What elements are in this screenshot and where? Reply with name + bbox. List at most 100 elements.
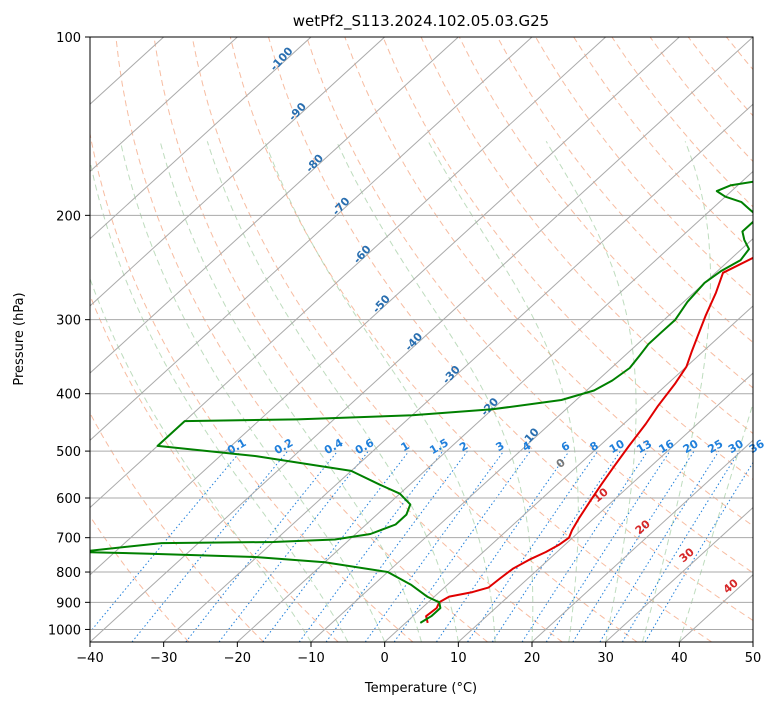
dry-adiabat — [191, 37, 638, 642]
grid — [90, 37, 753, 642]
mixing-ratio-label: 20 — [681, 437, 701, 456]
mixing-ratio-line — [545, 450, 671, 642]
y-tick-label: 200 — [56, 209, 81, 224]
profiles — [90, 180, 753, 624]
mixing-ratio-label: 6 — [559, 439, 572, 454]
moist-adiabat-label: 0 — [554, 456, 568, 471]
y-tick-label: 600 — [56, 492, 81, 507]
mixing-ratio-label: 0.2 — [272, 436, 295, 457]
y-tick-label: 1000 — [48, 623, 81, 638]
x-tick-label: 50 — [745, 651, 762, 666]
y-tick-label: 100 — [56, 31, 81, 46]
isotherm — [90, 37, 459, 374]
isotherm — [531, 439, 753, 642]
mixing-ratio-label: 2 — [457, 439, 470, 454]
mixing-ratio-line — [435, 450, 570, 642]
dry-adiabat — [90, 515, 190, 642]
y-tick-label: 300 — [56, 314, 81, 329]
mixing-ratio-line — [467, 450, 599, 642]
x-tick-label: 20 — [524, 651, 541, 666]
isotherm-label: -40 — [402, 330, 425, 354]
moist-adiabat — [642, 141, 711, 642]
dry-adiabat — [306, 37, 753, 574]
dry-adiabat — [382, 37, 753, 481]
dry-adiabat — [268, 37, 753, 622]
y-axis: 100 200 300 400 500 600 700 800 900 1000 — [48, 31, 90, 638]
dewpoint-profile — [90, 180, 753, 624]
dry-adiabat — [535, 37, 753, 298]
x-axis: −40 −30 −20 −10 0 10 20 30 40 50 — [76, 642, 761, 666]
x-tick-label: 40 — [671, 651, 688, 666]
temperature-profile — [425, 256, 753, 624]
isotherm — [605, 506, 753, 642]
isotherm-label: -80 — [303, 151, 326, 175]
isotherm — [90, 37, 753, 642]
x-tick-label: −30 — [150, 651, 177, 666]
moist-adiabat — [264, 141, 496, 642]
mixing-ratio-line — [185, 450, 338, 642]
y-tick-label: 400 — [56, 388, 81, 403]
mixing-ratio-label: 30 — [726, 437, 746, 456]
mixing-ratio-line — [90, 450, 242, 633]
mixing-ratio-labels: 0.1 0.2 0.4 0.6 1 1.5 2 3 4 6 8 10 13 16 20 25 30 36 — [225, 436, 767, 457]
mixing-ratio-label: 0.4 — [322, 436, 346, 457]
dry-adiabat — [649, 37, 753, 163]
isotherm — [457, 372, 753, 642]
mixing-ratio-label: 13 — [634, 437, 654, 456]
x-tick-label: 30 — [597, 651, 614, 666]
dry-adiabat — [115, 37, 488, 642]
mixing-ratio-label: 25 — [706, 437, 726, 456]
dry-adiabat — [687, 37, 753, 117]
isotherm — [90, 37, 238, 173]
isotherm — [90, 37, 312, 240]
mixing-ratio-line — [621, 450, 740, 642]
mixing-ratio-label: 16 — [657, 437, 677, 456]
mixing-ratio-label: 36 — [747, 437, 767, 456]
dry-adiabat — [420, 37, 753, 435]
isotherm — [90, 37, 607, 509]
isotherm-label: -90 — [286, 100, 309, 124]
moist-adiabat — [90, 277, 312, 642]
x-tick-label: −20 — [224, 651, 251, 666]
moist-adiabat-label: 30 — [677, 545, 697, 565]
isotherm — [310, 237, 753, 642]
dry-adiabat — [496, 37, 753, 344]
mixing-ratio-line — [325, 450, 468, 642]
dry-adiabat — [573, 37, 753, 253]
moist-adiabat-label: 40 — [721, 576, 741, 596]
mixing-ratio-line — [491, 450, 621, 642]
x-tick-label: −40 — [76, 651, 103, 666]
mixing-ratio-label: 1.5 — [427, 436, 450, 457]
chart-title: wetPf2_S113.2024.102.05.03.G25 — [293, 12, 549, 31]
plot-frame — [89, 36, 754, 643]
isotherm — [90, 37, 533, 442]
moist-adiabat — [678, 401, 753, 642]
x-axis-label: Temperature (°C) — [364, 681, 477, 696]
mixing-ratio-line — [364, 450, 505, 642]
y-tick-label: 900 — [56, 596, 81, 611]
isotherm — [752, 641, 753, 642]
isotherm-label: -50 — [370, 292, 393, 316]
mixing-ratio-line — [298, 450, 444, 642]
isotherm — [90, 37, 386, 307]
mixing-ratio-line — [599, 450, 720, 642]
mixing-ratio-line — [521, 450, 649, 642]
mixing-ratio-label: 0.6 — [353, 436, 377, 457]
isotherm — [236, 170, 753, 642]
y-tick-label: 800 — [56, 566, 81, 581]
mixing-ratio-line — [218, 450, 369, 642]
mixing-ratio-line — [572, 450, 695, 642]
y-tick-label: 500 — [56, 445, 81, 460]
x-tick-label: 10 — [450, 651, 467, 666]
mixing-ratio-line — [131, 450, 288, 642]
dry-adiabat — [90, 131, 414, 642]
x-tick-label: −10 — [297, 651, 324, 666]
isotherm-label: -60 — [351, 243, 374, 267]
mixing-ratio-label: 3 — [494, 439, 507, 454]
dry-adiabat — [765, 37, 775, 642]
dry-adiabat — [726, 37, 753, 71]
x-tick-label: 0 — [381, 651, 389, 666]
y-tick-label: 700 — [56, 532, 81, 547]
isotherm — [90, 37, 680, 576]
isotherm-label: -30 — [440, 363, 463, 387]
